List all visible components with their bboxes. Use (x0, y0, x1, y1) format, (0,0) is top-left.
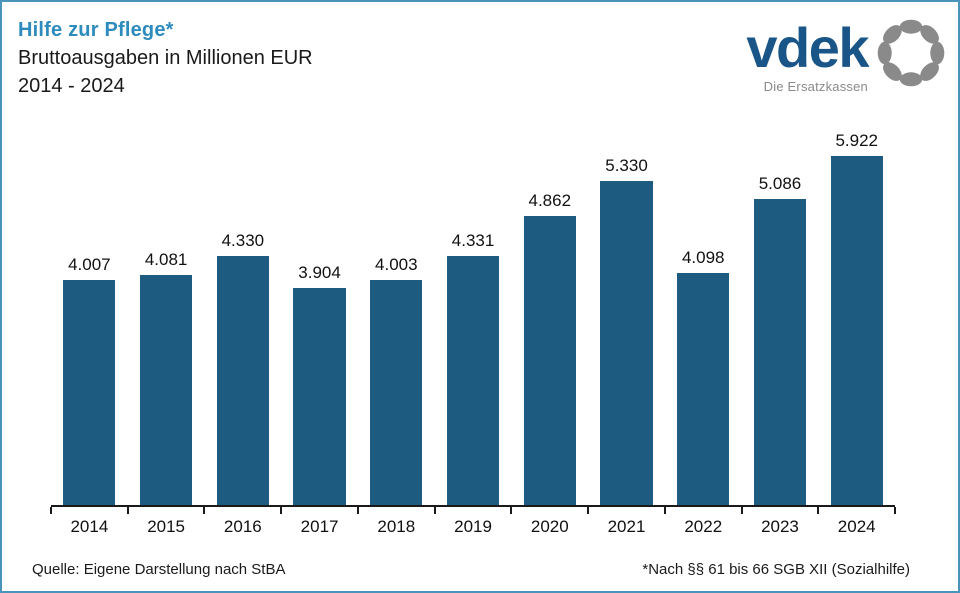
x-axis-label: 2020 (530, 517, 569, 536)
axis-tick (203, 507, 206, 514)
dotted-circle-icon (877, 19, 945, 87)
x-axis-label: 2024 (837, 517, 876, 536)
axis-tick (50, 507, 52, 514)
bar-value-label: 4.081 (144, 250, 188, 269)
bar-value-label: 4.098 (681, 248, 725, 267)
bar-value-label: 5.922 (835, 131, 878, 150)
bar-2017 (293, 288, 346, 505)
x-axis-label: 2014 (70, 517, 109, 536)
x-axis-labels: 2014 2015 2016 2017 2018 2019 2020 2021 2022 2023… (51, 517, 895, 537)
vdek-wordmark: vdek (746, 16, 869, 79)
bar-value-label: 4.003 (375, 255, 418, 274)
bar-value-label: 5.330 (605, 156, 648, 175)
bar-slot: 4.098 (665, 131, 742, 505)
axis-tick (280, 507, 283, 514)
chart-subtitle: Bruttoausgaben in Millionen EUR (18, 47, 313, 69)
bar-slot: 4.331 (435, 131, 512, 505)
x-axis-label: 2023 (761, 517, 799, 536)
bar-slot: 4.081 (128, 131, 205, 505)
x-axis-label: 2021 (607, 517, 646, 536)
bar-value-label: 4.331 (451, 231, 495, 250)
x-axis-line (50, 505, 896, 514)
axis-tick (510, 507, 513, 514)
bar-slot: 3.904 (281, 131, 358, 505)
bar-2021 (600, 181, 653, 505)
axis-tick (433, 507, 436, 514)
axis-tick (663, 507, 666, 514)
axis-tick (126, 507, 129, 514)
x-axis-label: 2016 (223, 517, 262, 536)
bar-slot: 4.003 (358, 131, 435, 505)
chart-title: Hilfe zur Pflege* (18, 19, 174, 41)
bar-value-label: 4.862 (528, 191, 572, 210)
bar-slot: 4.007 (51, 131, 128, 505)
bar-2019 (446, 256, 500, 505)
vdek-logo: vdek Die Ersatzkassen (746, 16, 948, 94)
x-axis-label: 2019 (454, 517, 492, 536)
footnote: *Nach §§ 61 bis 66 SGB XII (Sozialhilfe) (642, 561, 910, 578)
bar-2014 (63, 280, 116, 505)
bar-2023 (753, 199, 807, 505)
x-axis-label: 2017 (300, 517, 339, 536)
bar-slot: 5.330 (588, 131, 665, 505)
axis-tick (587, 507, 590, 514)
bar-value-label: 4.330 (221, 231, 265, 250)
bar-value-label: 3.904 (298, 263, 341, 282)
bar-2022 (677, 273, 730, 505)
bar-slot: 4.862 (511, 131, 588, 505)
plot-area: 4.007 4.081 4.330 3.904 4.003 4.331 4.862 5.330… (51, 131, 895, 505)
axis-tick (817, 507, 820, 514)
bar-2024 (830, 156, 883, 505)
bar-2018 (370, 280, 423, 505)
bar-2020 (523, 216, 576, 505)
axis-tick (356, 507, 359, 514)
bar-value-label: 4.007 (68, 255, 111, 274)
chart-period: 2014 - 2024 (18, 75, 125, 97)
bar-2015 (140, 275, 193, 505)
x-axis-label: 2022 (684, 517, 723, 536)
bar-slot: 4.330 (204, 131, 281, 505)
title-block: Hilfe zur Pflege* Bruttoausgaben in Mill… (18, 16, 313, 100)
x-axis-label: 2018 (377, 517, 416, 536)
vdek-tagline: Die Ersatzkassen (763, 79, 868, 94)
source-note: Quelle: Eigene Darstellung nach StBA (32, 561, 286, 578)
axis-tick (740, 507, 743, 514)
bar-2016 (216, 256, 269, 505)
axis-tick (894, 507, 896, 514)
x-axis-label: 2015 (147, 517, 186, 536)
vdek-wordmark-block: vdek Die Ersatzkassen (746, 16, 869, 95)
bar-slot: 5.922 (818, 131, 895, 505)
bar-slot: 5.086 (742, 131, 819, 505)
bar-value-label: 5.086 (758, 174, 802, 193)
